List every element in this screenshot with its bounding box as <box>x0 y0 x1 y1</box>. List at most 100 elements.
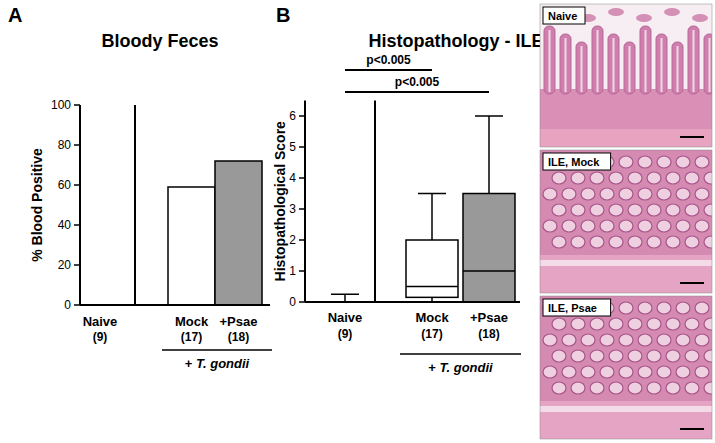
crypt <box>666 382 680 394</box>
crypt <box>590 382 604 394</box>
crypt <box>571 236 585 248</box>
crypt <box>581 334 595 346</box>
image-bg <box>540 296 712 439</box>
median <box>406 286 458 288</box>
edema <box>540 406 712 412</box>
y-tick <box>299 239 305 241</box>
scale-bar <box>680 282 704 284</box>
x-tick-label: +Psae <box>220 314 258 329</box>
villus-core <box>597 30 599 92</box>
y-tick-label: 1 <box>289 264 296 278</box>
y-tick-label: 6 <box>289 109 296 123</box>
y-tick-label: 80 <box>58 138 72 152</box>
histology-image: ILE, Mock <box>540 150 715 293</box>
crypt <box>562 188 576 200</box>
crypt <box>562 334 576 346</box>
crypt <box>562 366 576 378</box>
fragment <box>636 14 652 22</box>
crypt <box>685 204 699 216</box>
crypt <box>628 204 642 216</box>
crypt <box>704 204 712 216</box>
submucosa <box>540 401 712 439</box>
crypt <box>543 334 557 346</box>
image-border <box>540 4 712 147</box>
panel-label: A <box>8 4 22 26</box>
crypt <box>571 318 585 330</box>
x-tick-label: Mock <box>175 314 209 329</box>
n-label: (17) <box>421 327 442 341</box>
n-label: (9) <box>93 330 108 344</box>
y-tick <box>74 264 80 266</box>
y-tick <box>74 184 80 186</box>
villus-core <box>581 46 583 92</box>
histology-image: Naive <box>540 4 715 147</box>
group-label-part: T. gondii <box>440 360 494 375</box>
group-line <box>400 353 521 355</box>
villus <box>576 42 587 94</box>
crypt <box>543 366 557 378</box>
crypt <box>685 318 699 330</box>
crypt <box>609 204 623 216</box>
image-label: ILE, Psae <box>548 302 597 314</box>
y-tick-label: 5 <box>289 140 296 154</box>
image-content <box>540 296 712 439</box>
crypt <box>590 172 604 184</box>
villus <box>608 34 619 94</box>
crypt <box>666 350 680 362</box>
crypt <box>619 188 633 200</box>
villus <box>624 42 635 94</box>
crypt <box>638 188 652 200</box>
upper-cap <box>331 294 359 296</box>
y-tick <box>74 224 80 226</box>
crypt <box>647 382 661 394</box>
villus <box>672 42 683 94</box>
y-tick-label: 3 <box>289 202 296 216</box>
crypt <box>647 318 661 330</box>
crypt <box>628 236 642 248</box>
crypt <box>628 318 642 330</box>
crypt <box>638 302 652 314</box>
crypt <box>685 382 699 394</box>
villus-core <box>549 30 551 92</box>
crypt <box>543 188 557 200</box>
y-tick <box>299 177 305 179</box>
crypt <box>638 156 652 168</box>
crypt <box>666 236 680 248</box>
crypt <box>552 204 566 216</box>
y-tick-label: 40 <box>58 218 72 232</box>
upper-cap <box>475 115 503 117</box>
crypt <box>628 382 642 394</box>
scale-bar <box>680 428 704 430</box>
image-bg <box>540 150 712 293</box>
image-label: ILE, Mock <box>548 156 600 168</box>
villus-core <box>709 38 711 92</box>
muscle <box>540 129 712 147</box>
n-label: (18) <box>478 327 499 341</box>
villus <box>656 34 667 94</box>
crypt <box>695 220 709 232</box>
villus-core <box>661 38 663 92</box>
crypt <box>619 366 633 378</box>
crypt <box>676 188 690 200</box>
image-border <box>540 296 712 439</box>
title: Bloody Feces <box>101 31 218 51</box>
crypt <box>562 220 576 232</box>
y-tick <box>299 301 305 303</box>
y-tick <box>299 115 305 117</box>
bar <box>215 161 262 305</box>
crypt <box>638 334 652 346</box>
box <box>406 240 458 297</box>
y-tick-label: 100 <box>51 98 71 112</box>
group-label: + T. gondii <box>185 356 250 371</box>
crypt <box>600 334 614 346</box>
submucosa <box>540 255 712 293</box>
crypt <box>571 382 585 394</box>
crypt <box>666 318 680 330</box>
y-tick-label: 4 <box>289 171 296 185</box>
n-label: (9) <box>338 327 353 341</box>
crypt <box>704 236 712 248</box>
crypt <box>704 382 712 394</box>
x-axis <box>80 304 270 306</box>
crypt <box>609 382 623 394</box>
x-tick-label: +Psae <box>470 310 508 325</box>
